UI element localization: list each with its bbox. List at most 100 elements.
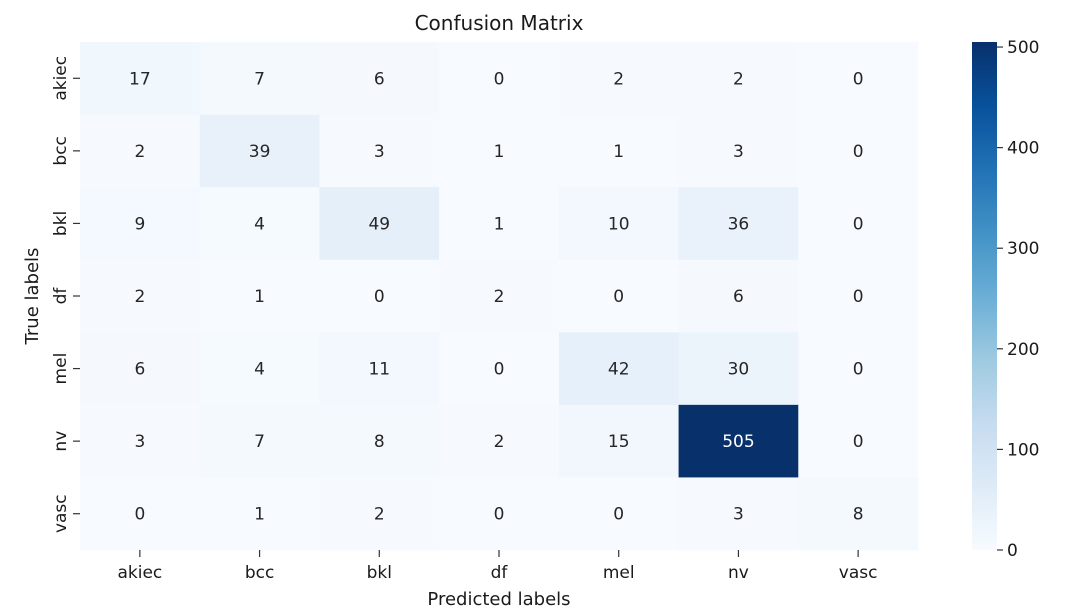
colorbar-gradient bbox=[972, 42, 997, 550]
cell-value-label: 0 bbox=[853, 214, 864, 234]
cell-value-label: 3 bbox=[733, 142, 744, 162]
x-axis: akiec bcc bkl df mel nv vasc bbox=[117, 550, 877, 583]
heatmap-cell bbox=[798, 332, 919, 406]
cell-value-label: 1 bbox=[494, 142, 505, 162]
cell-value-label: 0 bbox=[494, 69, 505, 89]
y-tick-label: akiec bbox=[51, 56, 71, 101]
cell-value-label: 9 bbox=[134, 214, 145, 234]
y-tick-label: df bbox=[51, 287, 71, 305]
heatmap-cell bbox=[319, 477, 440, 551]
heatmap-cell bbox=[319, 42, 440, 116]
cell-value-label: 36 bbox=[728, 214, 750, 234]
cell-value-label: 1 bbox=[494, 214, 505, 234]
x-tick-label: akiec bbox=[117, 563, 162, 583]
heatmap-cell bbox=[678, 114, 799, 188]
cell-value-label: 3 bbox=[733, 505, 744, 525]
y-tick-label: mel bbox=[51, 353, 71, 385]
y-axis-label: True labels bbox=[22, 248, 43, 346]
cell-value-label: 10 bbox=[608, 214, 630, 234]
heatmap-cell bbox=[558, 404, 680, 478]
heatmap-cell bbox=[319, 187, 440, 261]
cell-value-label: 42 bbox=[608, 360, 630, 380]
cell-value-label: 4 bbox=[254, 214, 265, 234]
heatmap-cell bbox=[80, 114, 201, 188]
cell-value-label: 3 bbox=[374, 142, 385, 162]
heatmap-cell bbox=[558, 114, 680, 188]
heatmap-cell bbox=[678, 259, 799, 333]
heatmap-cell bbox=[558, 332, 680, 406]
y-tick-label: bkl bbox=[51, 211, 71, 236]
y-tick-label: bcc bbox=[51, 136, 71, 165]
cell-value-label: 0 bbox=[494, 360, 505, 380]
cell-value-label: 15 bbox=[608, 432, 630, 452]
x-axis-label: Predicted labels bbox=[427, 589, 570, 610]
cell-value-label: 0 bbox=[853, 432, 864, 452]
heatmap-cell bbox=[199, 477, 320, 551]
colorbar-tick-label: 100 bbox=[1007, 440, 1039, 460]
x-tick-label: vasc bbox=[839, 563, 878, 583]
colorbar-tick-label: 500 bbox=[1007, 38, 1039, 58]
heatmap-cell bbox=[80, 404, 201, 478]
heatmap-cell bbox=[80, 42, 201, 116]
cell-value-label: 1 bbox=[254, 505, 265, 525]
cell-value-label: 0 bbox=[494, 505, 505, 525]
cell-value-label: 7 bbox=[254, 69, 265, 89]
heatmap-cell bbox=[798, 114, 919, 188]
cell-value-label: 39 bbox=[249, 142, 271, 162]
heatmap-cell bbox=[439, 477, 560, 551]
colorbar-tick-label: 400 bbox=[1007, 139, 1039, 159]
cell-value-label: 0 bbox=[853, 142, 864, 162]
y-tick-label: nv bbox=[51, 431, 71, 452]
heatmap-cell bbox=[439, 42, 560, 116]
cell-value-label: 1 bbox=[613, 142, 624, 162]
heatmap-cell bbox=[319, 114, 440, 188]
y-axis: akiec bcc bkl df mel nv vasc bbox=[51, 56, 80, 533]
heatmap-cell bbox=[199, 259, 320, 333]
heatmap-cell bbox=[439, 259, 560, 333]
cell-value-label: 0 bbox=[853, 69, 864, 89]
heatmap-cell bbox=[80, 187, 201, 261]
cell-value-label: 30 bbox=[728, 360, 750, 380]
cell-value-label: 1 bbox=[254, 287, 265, 307]
y-tick-label: vasc bbox=[51, 494, 71, 533]
x-tick-label: bkl bbox=[367, 563, 392, 583]
heatmap-cell bbox=[439, 187, 560, 261]
heatmap-cell bbox=[798, 42, 919, 116]
heatmap-cell bbox=[199, 332, 320, 406]
heatmap-cell bbox=[199, 187, 320, 261]
heatmap-cell bbox=[439, 114, 560, 188]
cell-value-label: 6 bbox=[374, 69, 385, 89]
cell-value-label: 3 bbox=[134, 432, 145, 452]
heatmap-cell bbox=[798, 404, 919, 478]
heatmap-cell bbox=[439, 332, 560, 406]
cell-value-label: 0 bbox=[374, 287, 385, 307]
x-tick-label: mel bbox=[603, 563, 635, 583]
colorbar: 0 100 200 300 400 500 bbox=[972, 38, 1039, 561]
cell-value-label: 17 bbox=[129, 69, 151, 89]
x-tick-label: bcc bbox=[245, 563, 274, 583]
cell-value-label: 4 bbox=[254, 360, 265, 380]
heatmap-cell bbox=[678, 42, 799, 116]
heatmap-cell bbox=[199, 42, 320, 116]
cell-value-label: 0 bbox=[613, 287, 624, 307]
cell-value-label: 2 bbox=[733, 69, 744, 89]
cell-value-label: 2 bbox=[613, 69, 624, 89]
cell-value-label: 6 bbox=[134, 360, 145, 380]
cell-value-label: 505 bbox=[722, 432, 754, 452]
heatmap-cell bbox=[319, 332, 440, 406]
heatmap-cell bbox=[678, 187, 799, 261]
heatmap-cell bbox=[319, 259, 440, 333]
cell-value-label: 6 bbox=[733, 287, 744, 307]
chart-title: Confusion Matrix bbox=[415, 11, 584, 35]
cell-value-label: 2 bbox=[494, 287, 505, 307]
heatmap-cell bbox=[80, 477, 201, 551]
heatmap-cell bbox=[319, 404, 440, 478]
cell-value-label: 49 bbox=[368, 214, 390, 234]
heatmap-cell bbox=[558, 259, 680, 333]
heatmap-cell bbox=[80, 259, 201, 333]
cell-value-label: 2 bbox=[374, 505, 385, 525]
heatmap-grid: 17 7 6 0 2 2 02 39 3 1 1 3 09 4 49 1 10 36 02 1 0 2 0 6 06 4 11 0 42… bbox=[80, 42, 919, 551]
heatmap-cell bbox=[798, 477, 919, 551]
cell-value-label: 0 bbox=[853, 360, 864, 380]
heatmap-cell bbox=[678, 404, 799, 478]
